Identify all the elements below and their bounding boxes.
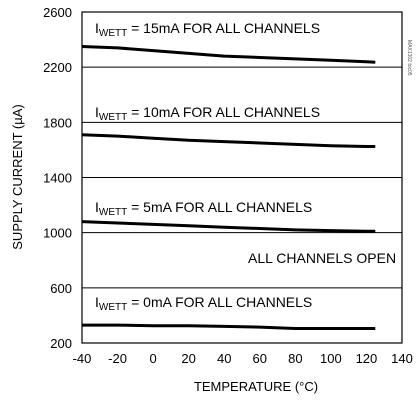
curve-labels: IWETT = 15mA FOR ALL CHANNELS IWETT = 10m… (95, 20, 320, 313)
series-label: IWETT = 10mA FOR ALL CHANNELS (95, 104, 320, 123)
x-tick-label: 40 (217, 351, 231, 366)
x-tick-labels: -40 -20 0 20 40 60 80 100 120 140 (73, 351, 413, 366)
side-tag: MAX1302 toc05 (406, 40, 412, 76)
y-tick-label: 200 (50, 336, 72, 351)
x-tick-label: 20 (181, 351, 195, 366)
x-tick-label: 0 (149, 351, 156, 366)
series-line (82, 323, 376, 330)
series-line (81, 220, 376, 233)
x-axis-title: TEMPERATURE (°C) (194, 379, 318, 394)
y-tick-label: 2200 (43, 60, 72, 75)
y-tick-label: 2600 (43, 5, 72, 20)
series-line (81, 133, 376, 148)
x-tick-label: -20 (108, 351, 127, 366)
y-tick-label: 1000 (43, 226, 72, 241)
y-tick-labels: 200 600 1000 1400 1800 2200 2600 (43, 5, 72, 351)
annotation-all-channels-open: ALL CHANNELS OPEN (248, 250, 396, 266)
y-tick-label: 600 (50, 281, 72, 296)
series-label: IWETT = 0mA FOR ALL CHANNELS (95, 294, 312, 313)
y-tick-label: 1400 (43, 171, 72, 186)
x-tick-label: 120 (356, 351, 378, 366)
x-tick-label: -40 (73, 351, 92, 366)
grid-lines (82, 66, 402, 289)
x-tick-label: 140 (391, 351, 413, 366)
plot-frame (81, 11, 403, 344)
y-tick-label: 1800 (43, 115, 72, 130)
series-label: IWETT = 15mA FOR ALL CHANNELS (95, 20, 320, 39)
x-tick-label: 60 (253, 351, 267, 366)
x-tick-label: 100 (320, 351, 342, 366)
y-axis-title: SUPPLY CURRENT (µA) (10, 104, 25, 249)
data-series (81, 45, 376, 330)
series-label: IWETT = 5mA FOR ALL CHANNELS (95, 199, 312, 218)
series-line (81, 45, 376, 64)
x-tick-label: 80 (288, 351, 302, 366)
